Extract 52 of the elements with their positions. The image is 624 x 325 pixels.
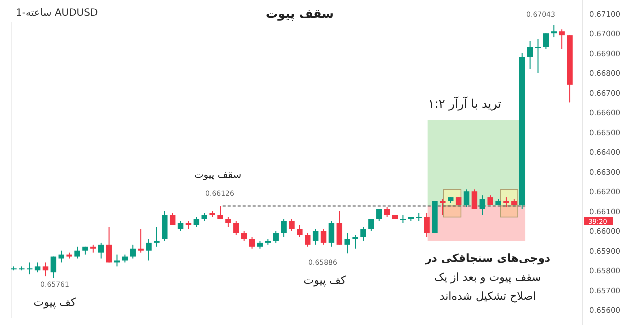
- candlestick: [281, 218, 287, 238]
- candlestick: [440, 199, 446, 216]
- candlestick: [360, 226, 366, 242]
- candlestick: [27, 262, 33, 276]
- candlestick: [154, 226, 160, 248]
- annotation: کف پیوت: [34, 296, 78, 309]
- candlestick: [130, 244, 136, 260]
- candlestick: [384, 206, 390, 218]
- candlestick: [74, 246, 80, 260]
- candlestick: [98, 242, 104, 260]
- candlestick: [535, 39, 542, 74]
- candlestick: [226, 216, 232, 228]
- candlestick: [146, 238, 152, 262]
- candlestick: [352, 234, 358, 250]
- candlestick: [162, 210, 168, 242]
- candlestick: [305, 232, 311, 248]
- candlestick: [464, 189, 470, 208]
- candlestick: [424, 212, 430, 238]
- candlestick: [559, 29, 565, 50]
- annotation: دوجی‌های سنجاقکی در سقف پیوت و بعد از یک اصلاح تشکیل شده‌اند: [424, 252, 551, 303]
- candlestick: [34, 262, 41, 274]
- candlestick: [218, 206, 224, 220]
- candlestick: [289, 218, 295, 232]
- candlestick: [58, 250, 64, 264]
- candlestick: [273, 230, 279, 244]
- candlestick: [138, 228, 144, 254]
- candlestick: [312, 228, 319, 246]
- candlestick: [480, 195, 486, 216]
- candlestick: [527, 40, 534, 70]
- candlestick: [50, 256, 57, 279]
- candlestick: [106, 226, 112, 264]
- annotation: سقف پیوت: [266, 7, 334, 21]
- candlestick: [472, 189, 478, 210]
- candlestick: [320, 228, 327, 246]
- candlestick: [328, 220, 335, 248]
- candlestick: [543, 33, 550, 50]
- candlestick: [114, 254, 120, 268]
- annotation: ترید با آرآر ۱:۲: [428, 96, 502, 111]
- candlestick: [42, 262, 49, 278]
- candlestick: [551, 24, 557, 38]
- candlestick: [178, 220, 184, 232]
- candlestick: [241, 230, 248, 242]
- annotation: کف پیوت: [304, 274, 348, 287]
- candlestick: [234, 220, 240, 236]
- candlestick: [297, 224, 303, 238]
- text: 1-ساعته AUDUSD: [16, 8, 98, 19]
- candlestick: [344, 232, 350, 254]
- annotation: سقف پیوت: [194, 170, 242, 181]
- candlestick: [249, 236, 256, 250]
- candlestick: [488, 195, 494, 206]
- candlestick: [504, 197, 510, 208]
- candlestick: [336, 210, 343, 246]
